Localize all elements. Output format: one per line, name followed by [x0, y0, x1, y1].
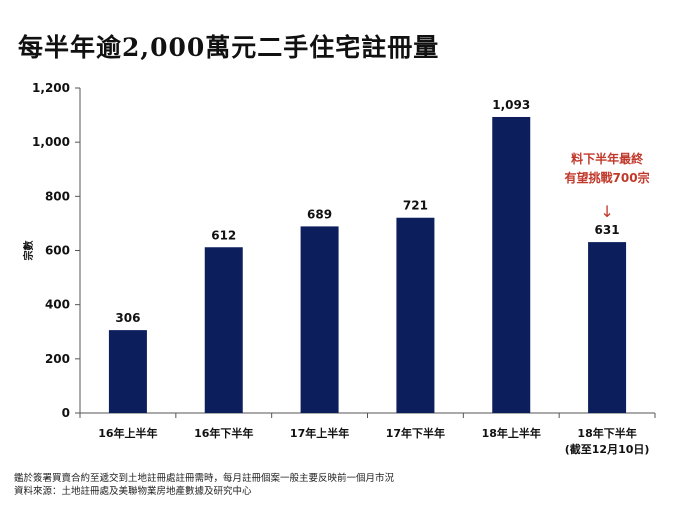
x-tick-label: 17年下半年 [386, 426, 445, 440]
bar-value-label: 612 [211, 228, 236, 242]
bar-value-label: 631 [595, 223, 620, 237]
x-tick-label: 16年下半年 [194, 426, 253, 440]
annotation-text: 有望挑戰700宗 [565, 170, 650, 185]
x-tick-label: 17年上半年 [290, 426, 349, 440]
y-tick-label: 800 [45, 189, 70, 203]
x-tick-label: 16年上半年 [98, 426, 157, 440]
footnote-source: 資料來源：土地註冊處及美聯物業房地產數據及研究中心 [14, 486, 252, 497]
bar [300, 226, 339, 413]
bar [108, 330, 147, 413]
y-tick-label: 600 [45, 244, 70, 258]
y-tick-label: 400 [45, 298, 70, 312]
x-tick-label: 18年上半年 [482, 426, 541, 440]
bar [492, 116, 531, 414]
x-tick-label: (截至12月10日) [565, 442, 650, 456]
bar-value-label: 689 [307, 207, 332, 221]
y-tick-label: 1,000 [32, 135, 70, 149]
bar [588, 242, 627, 413]
bar-value-label: 721 [403, 199, 428, 213]
x-tick-label: 18年下半年 [577, 426, 636, 440]
bar [396, 217, 435, 413]
annotation-text: 料下半年最終 [571, 151, 644, 166]
footnote-note: 鑑於簽署買賣合約至遞交到土地註冊處註冊需時，每月註冊個案一般主要反映前一個月市況 [14, 473, 395, 484]
y-axis-label: 宗數 [22, 241, 35, 261]
y-tick-label: 200 [45, 352, 70, 366]
bar [204, 247, 243, 413]
bar-value-label: 1,093 [492, 98, 530, 112]
bar-value-label: 306 [115, 311, 140, 325]
y-tick-label: 1,200 [32, 81, 70, 95]
y-tick-label: 0 [62, 406, 70, 420]
annotation-arrow-icon: ↓ [600, 202, 613, 221]
chart-title: 每半年逾2,000萬元二手住宅註冊量 [18, 33, 440, 62]
